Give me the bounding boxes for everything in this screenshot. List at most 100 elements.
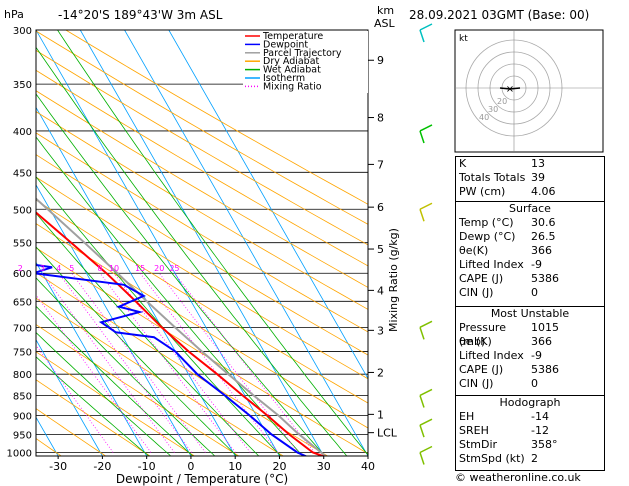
- location-title: -14°20'S 189°43'W 3m ASL: [58, 8, 223, 22]
- dry-adiabat-line: [36, 49, 368, 246]
- row-value: -12: [531, 424, 549, 437]
- row-label: Lifted Index: [459, 349, 524, 362]
- km-tick-label: 3: [377, 324, 384, 337]
- wet-adiabat-line: [36, 212, 260, 456]
- table-row: EH -14: [456, 410, 604, 424]
- table-row: SREH -12: [456, 424, 604, 438]
- wet-adiabat-line: [36, 46, 348, 456]
- wind-barb: [419, 418, 433, 426]
- dry-adiabat-line: [36, 297, 284, 456]
- table-row: Lifted Index -9: [456, 258, 604, 272]
- table-row: Pressure (mb) 1015: [456, 321, 604, 348]
- legend-box: [243, 31, 368, 93]
- table-row: CAPE (J) 5386: [456, 363, 604, 377]
- row-value: 30.6: [531, 216, 556, 229]
- x-tick-label: 40: [361, 460, 375, 473]
- section-title: Most Unstable: [490, 307, 570, 320]
- row-value: 26.5: [531, 230, 556, 243]
- hodograph-unit: kt: [459, 34, 468, 44]
- row-label: PW (cm): [459, 185, 506, 198]
- x-tick-label: 10: [228, 460, 242, 473]
- mixing-ratio-line: [42, 272, 175, 453]
- row-value: -14: [531, 410, 549, 423]
- hodograph-ring-label: 30: [488, 105, 498, 114]
- row-value: -9: [531, 258, 542, 271]
- row-label: Pressure (mb): [459, 321, 506, 348]
- row-value: -9: [531, 349, 542, 362]
- pressure-tick-label: 400: [13, 127, 32, 138]
- dewpoint-line: [36, 263, 308, 456]
- row-label: StmSpd (kt): [459, 452, 525, 465]
- section-title: Hodograph: [499, 396, 561, 409]
- wind-barb: [419, 23, 433, 31]
- row-value: 39: [531, 171, 545, 184]
- mixing-ratio-line: [36, 294, 152, 453]
- wet-adiabat-line: [36, 305, 194, 456]
- isotherm-line: [36, 339, 103, 456]
- dry-adiabat-line: [36, 154, 368, 356]
- wind-barb-staff: [419, 452, 425, 465]
- row-value: 1015: [531, 321, 559, 334]
- pressure-tick-label: 350: [13, 80, 32, 91]
- wet-adiabat-line: [36, 93, 326, 456]
- parcel-trajectory-line: [36, 197, 327, 456]
- table-row: θe(K) 366: [456, 244, 604, 258]
- table-row: Totals Totals 39: [456, 171, 604, 185]
- wet-adiabat-line: [36, 277, 216, 456]
- isotherm-line: [36, 261, 148, 456]
- dry-adiabat-line: [36, 199, 368, 404]
- mixing-ratio-axis-label: Mixing Ratio (g/kg): [387, 228, 400, 332]
- surface-panel: Surface Temp (°C) 30.6 Dewp (°C) 26.5 θe(K) 36…: [455, 201, 605, 307]
- wind-barb-staff: [419, 395, 425, 408]
- dry-adiabat-line: [36, 379, 151, 456]
- legend-entry: Temperature: [262, 31, 323, 42]
- x-axis-label: Dewpoint / Temperature (°C): [116, 472, 288, 486]
- hodograph-ring-label: 40: [479, 113, 489, 122]
- wet-adiabat-line: [36, 356, 150, 456]
- wet-adiabat-line: [36, 246, 238, 456]
- row-value: 5386: [531, 363, 559, 376]
- dry-adiabat-line: [36, 223, 368, 429]
- km-label: km: [377, 4, 395, 17]
- dry-adiabat-line: [36, 176, 368, 380]
- hodograph-panel: Hodograph EH -14 SREH -12 StmDir 358° StmSpd (k…: [455, 395, 605, 471]
- dry-adiabat-line: [36, 69, 368, 267]
- mixing-ratio-line: [71, 272, 206, 453]
- x-tick-label: 20: [272, 460, 286, 473]
- km-tick-label: 5: [377, 243, 384, 256]
- pressure-tick-label: 800: [13, 370, 32, 381]
- row-value: 358°: [531, 438, 558, 451]
- isotherm-line: [36, 106, 236, 456]
- legend-entry: Dry Adiabat: [263, 56, 320, 67]
- pressure-tick-label: 700: [13, 323, 32, 334]
- row-label: θe (K): [459, 335, 492, 348]
- mixing-ratio-line: [139, 272, 279, 453]
- wind-barb: [419, 320, 433, 329]
- wind-barb: [419, 202, 433, 210]
- row-label: Temp (°C): [459, 216, 514, 229]
- row-label: Lifted Index: [459, 258, 524, 271]
- row-value: 2: [531, 452, 538, 465]
- row-label: StmDir: [459, 438, 498, 451]
- row-value: 366: [531, 244, 552, 257]
- isotherm-line: [0, 30, 14, 456]
- dry-adiabat-line: [65, 30, 368, 205]
- legend-entry: Dewpoint: [263, 39, 308, 50]
- table-row: StmSpd (kt) 2: [456, 452, 604, 466]
- x-tick-label: -10: [138, 460, 156, 473]
- dry-adiabat-line: [36, 351, 195, 456]
- wet-adiabat-line: [36, 176, 282, 456]
- mixing-ratio-label: 2: [18, 264, 23, 273]
- km-tick-label: LCL: [377, 427, 398, 440]
- wind-barb-staff: [419, 209, 425, 222]
- table-row: StmDir 358°: [456, 438, 604, 452]
- x-tick-label: -30: [49, 460, 67, 473]
- table-row: K 13: [456, 157, 604, 171]
- km-tick-label: 4: [377, 284, 384, 297]
- legend-entry: Wet Adiabat: [263, 65, 321, 76]
- mixing-ratio-line: [58, 272, 193, 453]
- km-tick-label: 2: [377, 366, 384, 379]
- datetime-title: 28.09.2021 03GMT (Base: 00): [409, 8, 590, 22]
- mixing-ratio-line: [174, 272, 315, 453]
- table-row: PW (cm) 4.06: [456, 185, 604, 199]
